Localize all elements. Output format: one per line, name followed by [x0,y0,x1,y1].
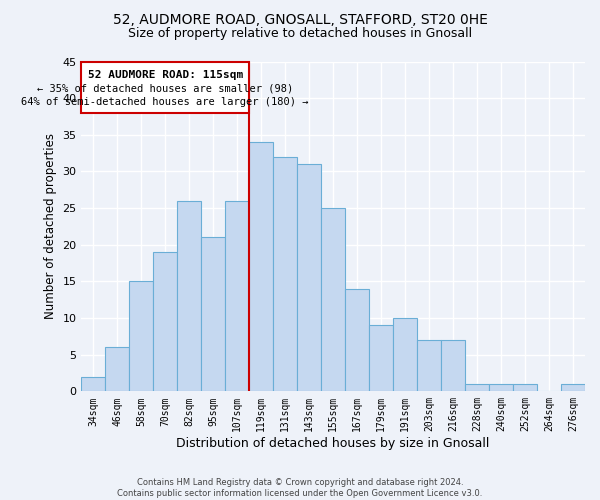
Bar [393,318,417,392]
Bar [105,348,129,392]
Y-axis label: Number of detached properties: Number of detached properties [44,134,57,320]
Text: Contains HM Land Registry data © Crown copyright and database right 2024.
Contai: Contains HM Land Registry data © Crown c… [118,478,482,498]
Bar [513,384,537,392]
FancyBboxPatch shape [81,62,249,113]
Text: ← 35% of detached houses are smaller (98): ← 35% of detached houses are smaller (98… [37,84,293,94]
Bar [177,201,201,392]
Text: 52, AUDMORE ROAD, GNOSALL, STAFFORD, ST20 0HE: 52, AUDMORE ROAD, GNOSALL, STAFFORD, ST2… [113,12,487,26]
Bar [129,282,153,392]
Bar [249,142,273,392]
Bar [81,376,105,392]
Bar [489,384,513,392]
Bar [273,157,297,392]
Bar [321,208,345,392]
Text: 64% of semi-detached houses are larger (180) →: 64% of semi-detached houses are larger (… [22,96,309,106]
Bar [561,384,585,392]
Bar [153,252,177,392]
Bar [297,164,321,392]
Bar [345,288,369,392]
Text: 52 AUDMORE ROAD: 115sqm: 52 AUDMORE ROAD: 115sqm [88,70,243,81]
Bar [201,238,225,392]
X-axis label: Distribution of detached houses by size in Gnosall: Distribution of detached houses by size … [176,437,490,450]
Text: Size of property relative to detached houses in Gnosall: Size of property relative to detached ho… [128,28,472,40]
Bar [417,340,441,392]
Bar [465,384,489,392]
Bar [441,340,465,392]
Bar [369,326,393,392]
Bar [225,201,249,392]
